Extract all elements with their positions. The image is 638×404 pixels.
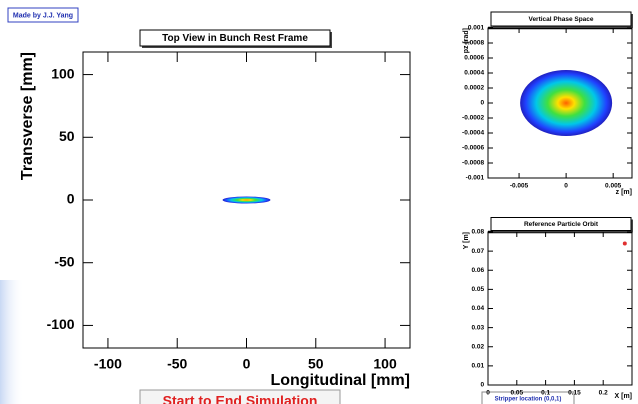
y-tick-label: 0.06 xyxy=(471,267,484,274)
y-tick-label: 0.04 xyxy=(471,305,484,312)
credit-box xyxy=(7,7,79,23)
y-tick-label: 0.0004 xyxy=(464,70,484,77)
title-box xyxy=(490,11,632,27)
y-axis-label: pz [rad] xyxy=(463,28,470,53)
y-axis-label: Transverse [mm] xyxy=(19,52,36,180)
y-tick-label: -0.001 xyxy=(466,175,485,182)
y-tick-label: 0.0008 xyxy=(464,40,484,47)
x-axis-label: X [m] xyxy=(615,393,633,400)
chart-title: Top View in Bunch Rest Frame xyxy=(162,33,308,44)
x-tick-label: -100 xyxy=(94,356,122,372)
title-box xyxy=(490,217,632,231)
button-label[interactable]: Start to End Simulation xyxy=(163,393,318,404)
y-tick-label: 0.05 xyxy=(471,286,484,293)
y-tick-label: 0.01 xyxy=(471,363,484,370)
x-tick-label: -0.005 xyxy=(510,183,529,190)
x-tick-label: 0.005 xyxy=(605,183,622,190)
x-tick-label: 0.05 xyxy=(510,390,523,397)
y-tick-label: 0.001 xyxy=(468,25,485,32)
y-tick-label: 0.02 xyxy=(471,343,484,350)
plot-frame xyxy=(487,231,633,386)
footer-note: Stripper location (0,0,1) xyxy=(495,397,562,403)
point xyxy=(622,241,627,246)
y-tick-label: -0.0002 xyxy=(462,115,484,122)
chart-title: Reference Particle Orbit xyxy=(524,221,599,228)
credit: Made by J.J. Yang xyxy=(13,12,73,19)
y-tick-label: 0.07 xyxy=(471,248,484,255)
x-axis-label: Longitudinal [mm] xyxy=(270,372,410,389)
x-tick-label: 0.15 xyxy=(568,390,581,397)
x-tick-label: 100 xyxy=(373,356,397,372)
y-axis-label: Y [m] xyxy=(463,232,470,249)
button[interactable] xyxy=(139,389,341,404)
y-tick-label: -50 xyxy=(54,253,74,269)
x-tick-label: 0.1 xyxy=(541,390,550,397)
y-tick-label: 0.03 xyxy=(471,324,484,331)
density-map xyxy=(520,70,613,136)
x-tick-label: -50 xyxy=(167,356,187,372)
y-tick-label: -0.0004 xyxy=(462,130,484,137)
y-tick-label: 0 xyxy=(67,191,75,207)
y-tick-label: 0 xyxy=(480,382,484,389)
note-box xyxy=(481,391,575,404)
y-tick-label: -100 xyxy=(47,316,75,332)
y-tick-label: -0.0006 xyxy=(462,145,484,152)
y-tick-label: 0.08 xyxy=(471,229,484,236)
y-tick-label: 100 xyxy=(51,65,75,81)
x-tick-label: 0 xyxy=(243,356,251,372)
y-tick-label: 0 xyxy=(480,100,484,107)
y-tick-label: 0.0006 xyxy=(464,55,484,62)
x-axis-label: z [m] xyxy=(616,189,632,196)
density-map xyxy=(222,196,271,204)
y-tick-label: 50 xyxy=(59,128,75,144)
chart-title: Vertical Phase Space xyxy=(528,16,593,23)
x-tick-label: 50 xyxy=(308,356,324,372)
title-box xyxy=(139,29,331,47)
x-tick-label: 0.2 xyxy=(599,390,608,397)
x-tick-label: 0 xyxy=(486,390,490,397)
y-tick-label: 0.0002 xyxy=(464,85,484,92)
background-tint xyxy=(0,280,24,404)
x-tick-label: 0 xyxy=(564,183,568,190)
y-tick-label: -0.0008 xyxy=(462,160,484,167)
